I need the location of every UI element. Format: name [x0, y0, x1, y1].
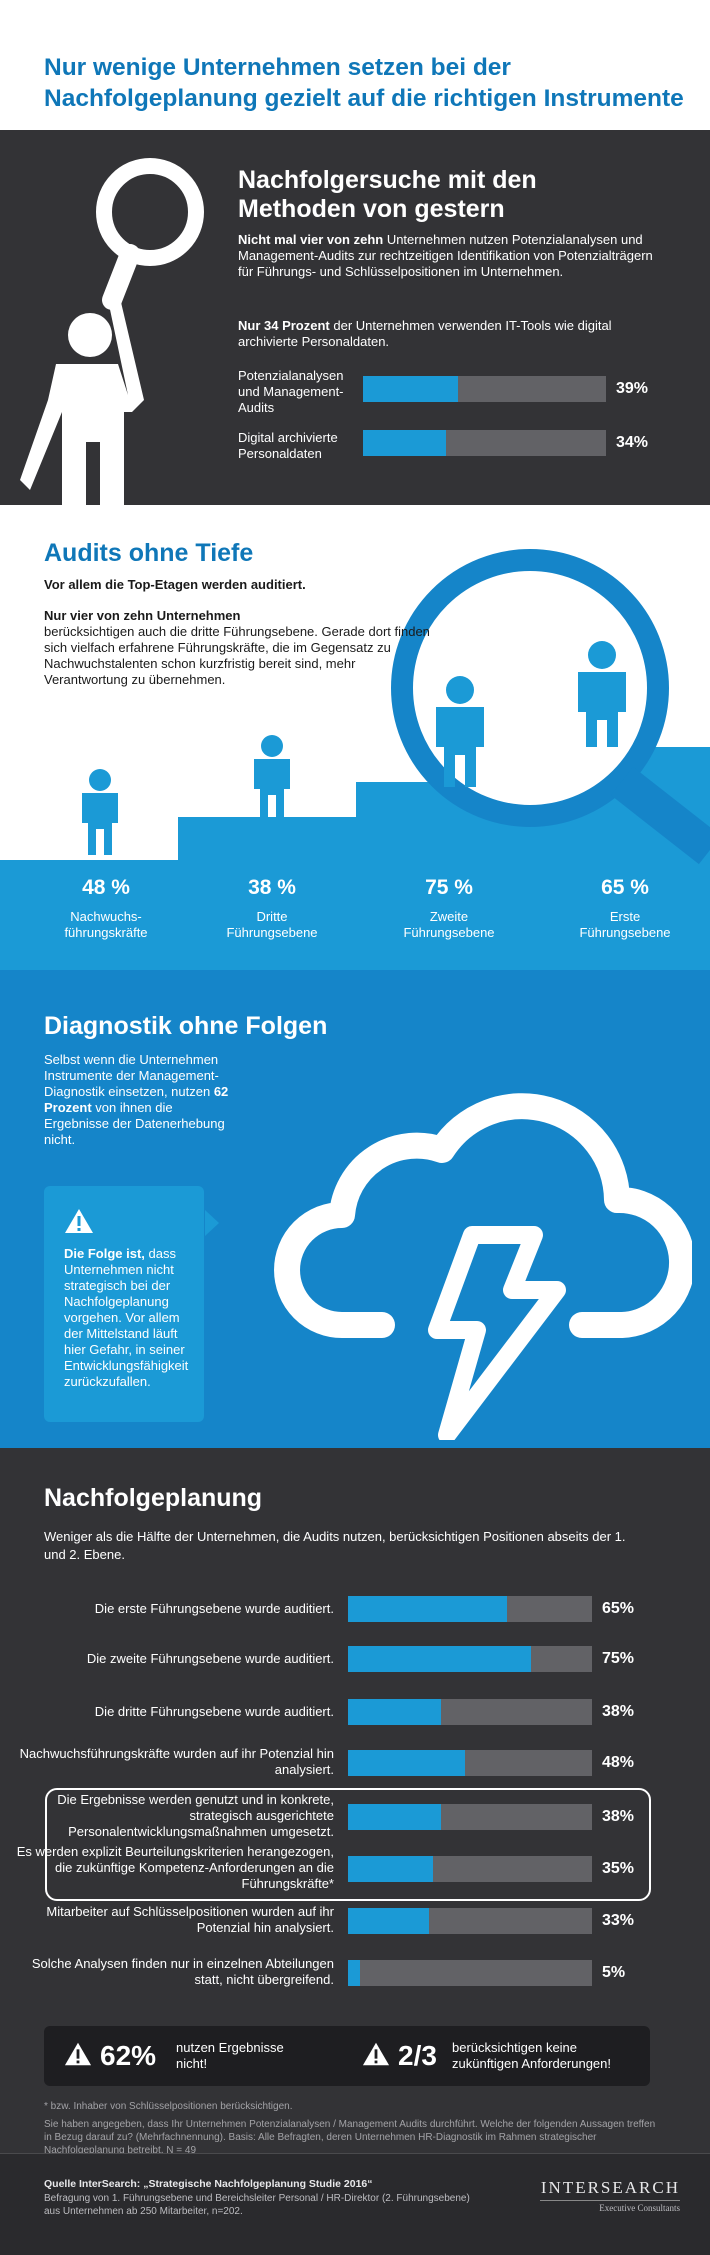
warning-icon: [65, 1209, 93, 1233]
section4-title: Nachfolgeplanung: [44, 1484, 263, 1512]
section4-intro: Weniger als die Hälfte der Unternehmen, …: [44, 1529, 626, 1562]
bar-fill: [348, 1856, 434, 1882]
bar-fill: [348, 1750, 466, 1776]
stat-item: 38 % Dritte Führungsebene: [226, 876, 318, 940]
warning-icon: [362, 2042, 390, 2066]
bar-fill: [348, 1960, 361, 1986]
section3-title: Diagnostik ohne Folgen: [44, 1012, 328, 1040]
section1-title: Nachfolgersuche mit den Methoden von ges…: [238, 166, 537, 223]
bar-fill: [348, 1699, 441, 1725]
survey-row: Die erste Führungsebene wurde auditiert.…: [0, 1596, 710, 1632]
page-title: Nur wenige Unternehmen setzen bei der Na…: [44, 54, 684, 112]
source-title: Quelle InterSearch: „Strategische Nachfo…: [44, 2178, 373, 2190]
bar-label: Potenzialanalysen und Management-Audits: [238, 368, 344, 415]
section2-lead: Vor allem die Top-Etagen werden auditier…: [44, 577, 306, 592]
bar-value: 34%: [616, 434, 649, 451]
summary-text: berücksichtigen keine zukünftigen Anforde…: [452, 2040, 612, 2071]
section-succession-planning: Nachfolgeplanung Weniger als die Hälfte …: [0, 1448, 710, 2153]
box-pointer: [205, 1210, 219, 1236]
section3-paragraph: Selbst wenn die Unternehmen Instrumente …: [44, 1052, 229, 1147]
stat-item: 65 % Erste Führungsebene: [579, 876, 671, 940]
bar-row: Digital archivierte Personaldaten 34%: [238, 430, 658, 480]
bar-fill: [363, 376, 458, 402]
footnote: * bzw. Inhaber von Schlüsselpositionen b…: [44, 2101, 293, 2112]
survey-row: Die Ergebnisse werden genutzt und in kon…: [57, 1792, 635, 1839]
section-audits: Audits ohne Tiefe Vor allem die Top-Etag…: [0, 505, 710, 970]
storm-cloud-icon: [274, 1093, 692, 1440]
person-icons: [82, 641, 626, 855]
bar-track: [363, 376, 606, 402]
bar-row: Potenzialanalysen und Management-Audits …: [238, 368, 658, 418]
bar-fill: [363, 430, 446, 456]
highlight-frame: [45, 1788, 651, 1901]
section-diagnostics: Diagnostik ohne Folgen Selbst wenn die U…: [0, 970, 710, 1448]
warning-icon: [64, 2042, 92, 2066]
company-logo: InterSearch: [540, 2178, 680, 2197]
section-methods: Nachfolgersuche mit den Methoden von ges…: [0, 130, 710, 505]
section2-paragraph: Nur vier von zehn Unternehmen berücksicht…: [44, 608, 430, 687]
survey-row: Mitarbeiter auf Schlüsselpositionen wurd…: [46, 1904, 635, 1935]
footer: Quelle InterSearch: „Strategische Nachfo…: [0, 2153, 710, 2255]
summary-figure: 62%: [100, 2040, 157, 2071]
survey-note: Sie haben angegeben, dass Ihr Unternehme…: [44, 2119, 656, 2153]
survey-row: Es werden explizit Beurteilungskriterien…: [16, 1844, 635, 1891]
source-detail: Befragung von 1. Führungsebene und Berei…: [44, 2193, 470, 2217]
summary-text: nutzen Ergebnisse nicht!: [176, 2040, 284, 2071]
company-logo-sub: Executive Consultants: [540, 2200, 680, 2213]
stat-item: 75 % Zweite Führungsebene: [403, 876, 495, 940]
stat-item: 48 % Nachwuchs-führungskräfte: [64, 876, 148, 940]
header: Nur wenige Unternehmen setzen bei der Na…: [0, 0, 710, 130]
survey-row: Die dritte Führungsebene wurde auditiert…: [0, 1699, 710, 1735]
section1-paragraph-2: Nur 34 Prozent der Unternehmen verwenden…: [238, 318, 612, 349]
bar-fill: [348, 1596, 507, 1622]
bar-fill: [348, 1804, 441, 1830]
survey-row: Die zweite Führungsebene wurde auditiert…: [0, 1646, 710, 1682]
survey-row: Solche Analysen finden nur in einzelnen …: [31, 1956, 626, 1987]
bar-value: 39%: [616, 380, 649, 397]
bar-fill: [348, 1646, 531, 1672]
bar-label: Digital archivierte Personaldaten: [238, 430, 338, 461]
bar-track: [363, 430, 606, 456]
staircase-magnifier-illustration: [0, 549, 710, 970]
bar-fill: [348, 1908, 429, 1934]
summary-bar: 62% nutzen Ergebnisse nicht! 2/3 berücksi…: [44, 2026, 650, 2086]
section2-title: Audits ohne Tiefe: [44, 539, 254, 567]
summary-figure: 2/3: [398, 2040, 437, 2071]
consequence-box: Die Folge ist, dass Unternehmen nicht st…: [44, 1186, 204, 1422]
section1-paragraph-1: Nicht mal vier von zehn Unternehmen nutz…: [238, 232, 653, 279]
survey-row: Nachwuchsführungskräfte wurden auf ihr P…: [19, 1746, 635, 1777]
person-magnifier-icon: [20, 158, 204, 505]
